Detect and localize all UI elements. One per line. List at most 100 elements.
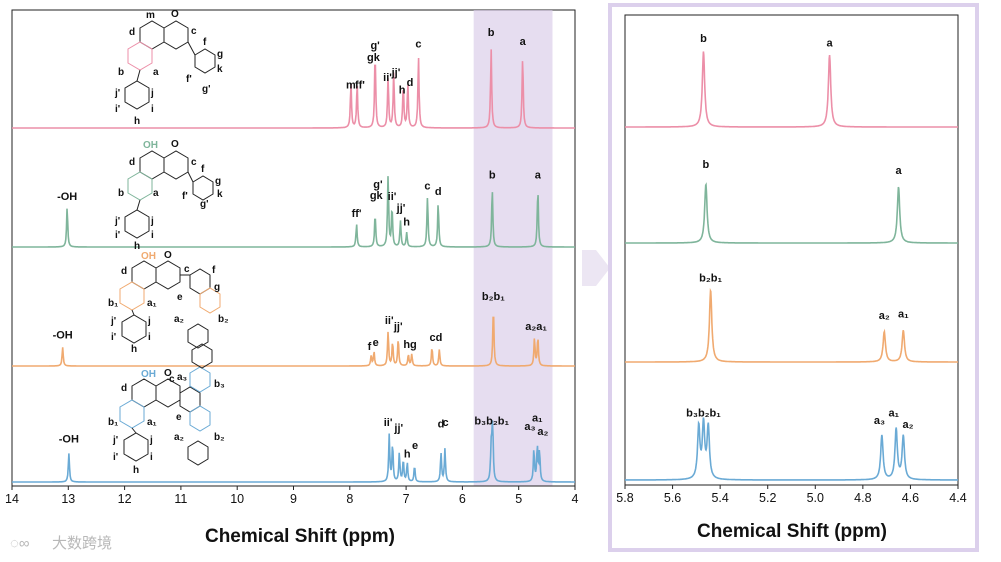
s3-label-c: c: [184, 264, 190, 275]
zoom-peak-label: b: [700, 33, 707, 45]
main-tick-label: 14: [5, 492, 19, 506]
main-peak-label: a₂a₁: [525, 321, 547, 333]
s4-label-j-prime: j': [112, 435, 118, 446]
structure-3-labels: OH O d c f g b₁ a₁ e a₂ b₂ j' j i' i h: [108, 250, 229, 355]
s1-label-c: c: [191, 26, 197, 37]
structure-1: [124, 20, 216, 110]
main-peak-label: ff': [352, 208, 362, 220]
main-peak-label: ii': [383, 72, 392, 84]
zoom-tick-label: 5.6: [664, 491, 681, 505]
s3-label-d: d: [121, 266, 127, 277]
main-peak-label: m: [346, 79, 356, 91]
zoom-peak-label: a₂: [903, 419, 914, 431]
s3-label-o: O: [164, 250, 172, 261]
main-peak-label: gk: [367, 52, 381, 64]
zoom-peak-label: a: [895, 165, 902, 177]
s3-label-j: j: [147, 316, 151, 327]
zoom-tick-label: 5.2: [759, 491, 776, 505]
main-peak-label: f: [368, 341, 372, 353]
main-peak-label: a₁: [532, 413, 543, 425]
highlight-band: [473, 10, 553, 486]
structure-3: [119, 260, 221, 349]
main-spectrum-compound-4: [12, 420, 575, 483]
main-spectrum-compound-2: [12, 176, 575, 248]
main-peak-label: c: [442, 417, 448, 429]
s2-label-g-prime: g': [200, 199, 209, 210]
main-peak-label: b: [488, 27, 495, 39]
main-peak-label: b₃b₂b₁: [474, 415, 509, 427]
zoom-tick-label: 5.0: [807, 491, 824, 505]
zoom-plot-frame: [624, 14, 959, 486]
s2-label-o: O: [171, 139, 179, 150]
main-peak-label: h: [403, 216, 410, 228]
main-peak-label: ii': [385, 315, 394, 327]
main-peak-label: a: [535, 170, 542, 182]
main-peak-label: jj': [393, 423, 403, 435]
zoom-spectrum-compound-2: [625, 182, 958, 244]
s4-label-i-prime: i': [113, 452, 118, 463]
s1-label-a: a: [153, 67, 159, 78]
s2-label-g: g: [215, 176, 221, 187]
s2-label-i-prime: i': [115, 230, 120, 241]
main-tick-label: 9: [290, 492, 297, 506]
main-tick-label: 13: [61, 492, 75, 506]
main-peak-label: a: [520, 36, 527, 48]
s1-label-j-prime: j': [114, 88, 120, 99]
s4-label-oh: OH: [141, 369, 156, 380]
main-tick-label: 10: [230, 492, 244, 506]
main-tick-label: 11: [174, 492, 187, 506]
s1-label-g: g: [217, 49, 223, 60]
zoom-panel-frame: [608, 3, 979, 552]
structure-4: [119, 343, 213, 466]
s3-label-b2: b₂: [218, 314, 229, 325]
main-peak-label: c: [424, 180, 430, 192]
main-peak-label: ii': [388, 191, 397, 203]
s2-label-j: j: [150, 216, 154, 227]
s2-label-j-prime: j': [114, 216, 120, 227]
s1-label-m: m: [146, 10, 155, 21]
zoom-spectrum-compound-4: [625, 417, 958, 481]
zoom-peak-label: b: [703, 159, 710, 171]
main-peak-label: g': [373, 179, 383, 191]
zoom-tick-label: 4.6: [902, 491, 919, 505]
main-spectrum-compound-3: [12, 316, 575, 367]
zoom-peak-label: a₁: [888, 408, 899, 420]
main-peak-label: jj': [396, 203, 406, 215]
s4-label-i: i: [150, 452, 153, 463]
s3-label-oh: OH: [141, 251, 156, 262]
structure-2: [124, 150, 214, 239]
zoom-x-axis: 5.8 5.6 5.4 5.2 5.0 4.8 4.6 4.4: [616, 484, 967, 505]
s3-label-g: g: [214, 282, 220, 293]
s2-label-f: f: [201, 164, 205, 175]
s3-label-e: e: [177, 292, 183, 303]
s2-label-b: b: [118, 188, 124, 199]
s1-label-o: O: [171, 9, 179, 20]
s3-label-a2: a₂: [174, 314, 184, 325]
s4-label-a3: a₃: [177, 372, 188, 383]
main-peak-label: e: [373, 337, 379, 349]
main-peak-label: a₂: [537, 426, 548, 438]
s3-label-i-prime: i': [111, 332, 116, 343]
s1-label-i: i: [151, 104, 154, 115]
s4-label-d: d: [121, 383, 127, 394]
zoom-x-axis-title: Chemical Shift (ppm): [697, 521, 887, 542]
main-peak-label: jj': [391, 67, 401, 79]
main-tick-label: 5: [515, 492, 522, 506]
s2-label-a: a: [153, 188, 159, 199]
main-peak-label: c: [415, 38, 421, 50]
main-peak-label: gk: [370, 190, 384, 202]
watermark-icon: ◌∞: [10, 535, 30, 552]
main-peak-label: h: [404, 449, 411, 461]
s2-label-d: d: [129, 157, 135, 168]
structure-2-labels: d OH O c f g b a k f' g' j' j i' i h: [114, 139, 223, 252]
zoom-tick-label: 4.4: [949, 491, 966, 505]
s1-label-g-prime: g': [202, 84, 211, 95]
s4-label-c: c: [169, 374, 175, 385]
main-peak-label: jj': [393, 321, 403, 333]
main-peak-label: a₃: [524, 421, 535, 433]
s1-label-d: d: [129, 27, 135, 38]
main-peak-label: ff': [355, 79, 365, 91]
main-peak-label: h: [399, 84, 406, 96]
